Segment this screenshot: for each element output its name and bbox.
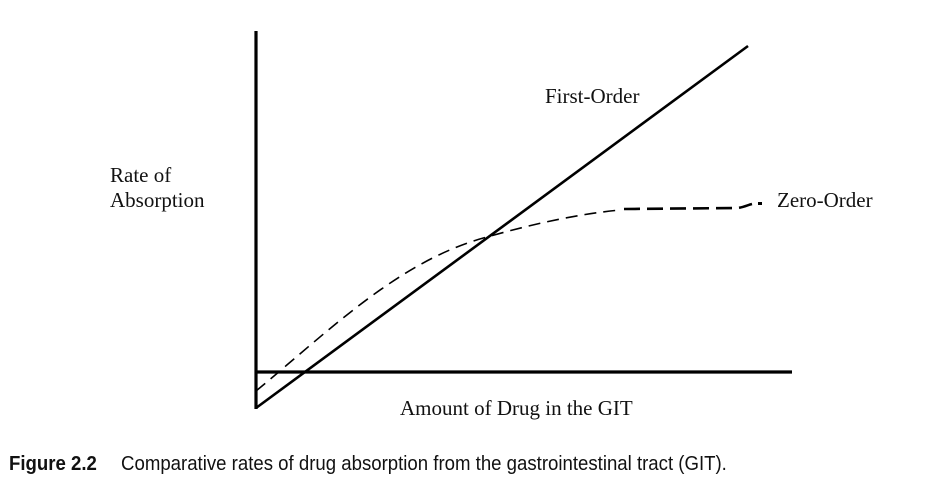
figure-number: Figure 2.2 <box>9 453 97 475</box>
y-axis-label-line1: Rate of <box>110 163 172 187</box>
zero-order-label: Zero-Order <box>777 188 873 212</box>
first-order-label: First-Order <box>545 84 640 108</box>
x-axis-label: Amount of Drug in the GIT <box>400 396 633 420</box>
zero-order-curve <box>255 209 621 392</box>
caption-text: Comparative rates of drug absorption fro… <box>121 453 727 475</box>
first-order-line <box>255 44 749 410</box>
zero-order-plateau <box>623 202 753 211</box>
zero-order-end-dot <box>758 202 762 205</box>
figure-caption: Figure 2.2 Comparative rates of drug abso… <box>9 453 727 476</box>
y-axis-label: Rate of Absorption <box>110 163 205 213</box>
y-axis-label-line2: Absorption <box>110 188 205 212</box>
